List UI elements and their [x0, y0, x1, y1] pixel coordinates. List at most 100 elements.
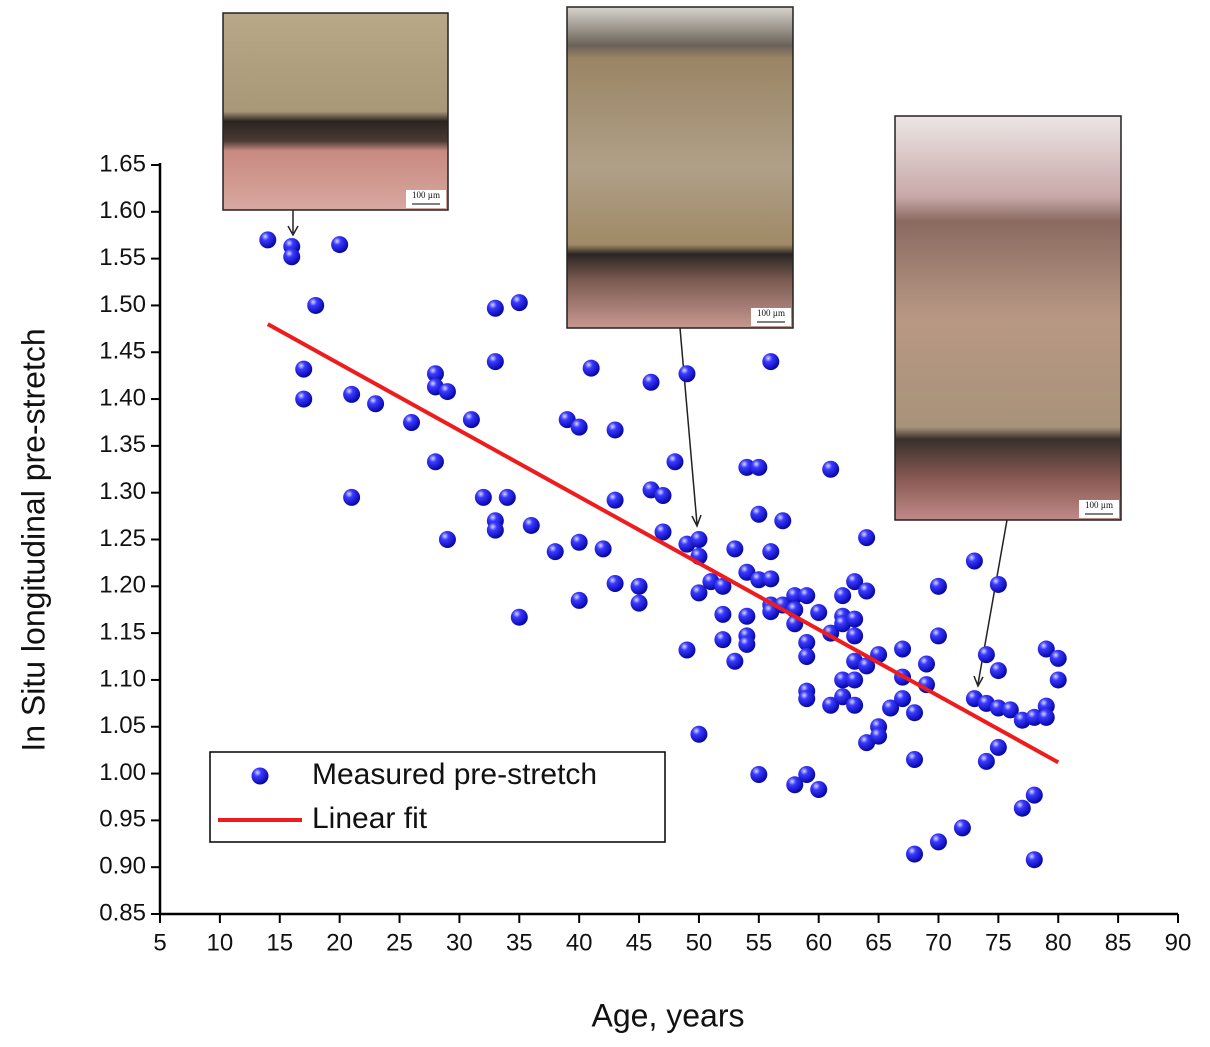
- data-point: [438, 531, 456, 548]
- data-point: [762, 570, 780, 588]
- data-point: [474, 488, 492, 506]
- y-tick-label: 1.25: [99, 525, 146, 552]
- data-point: [690, 725, 708, 743]
- data-point: [762, 543, 780, 561]
- scale-label: 100 µm: [1085, 500, 1113, 510]
- data-point: [714, 577, 732, 595]
- data-point: [834, 587, 852, 605]
- data-point: [846, 627, 864, 645]
- data-point: [810, 780, 828, 798]
- data-point: [738, 635, 756, 653]
- data-point: [750, 505, 768, 523]
- data-point: [953, 819, 971, 837]
- y-tick-label: 1.45: [99, 338, 146, 365]
- data-point: [762, 353, 780, 371]
- data-point: [426, 453, 444, 471]
- data-point: [486, 521, 504, 539]
- arrow: [679, 327, 698, 525]
- data-point: [606, 575, 624, 593]
- y-tick-label: 1.55: [99, 244, 146, 271]
- y-tick-label: 1.05: [99, 712, 146, 739]
- x-tick-label: 55: [745, 929, 772, 956]
- x-tick-label: 85: [1105, 929, 1132, 956]
- data-point: [654, 486, 672, 504]
- data-point: [965, 552, 983, 570]
- data-point: [570, 591, 588, 609]
- data-point: [606, 491, 624, 509]
- data-point: [630, 577, 648, 595]
- data-point: [798, 765, 816, 783]
- data-point: [894, 690, 912, 708]
- data-point: [606, 421, 624, 439]
- data-point: [822, 460, 840, 478]
- data-point: [1049, 649, 1067, 667]
- data-point: [1025, 851, 1043, 869]
- data-point: [1025, 786, 1043, 804]
- histology-image: [894, 115, 1122, 521]
- data-point: [858, 582, 876, 600]
- data-point: [906, 845, 924, 863]
- histology-image: [566, 6, 794, 329]
- data-point: [726, 652, 744, 670]
- data-point: [570, 418, 588, 436]
- data-point: [798, 648, 816, 666]
- y-tick-label: 1.10: [99, 665, 146, 692]
- data-point: [426, 365, 444, 383]
- data-point: [654, 523, 672, 541]
- data-point: [546, 543, 564, 561]
- data-point: [486, 353, 504, 371]
- x-tick-label: 60: [805, 929, 832, 956]
- x-tick-label: 75: [985, 929, 1012, 956]
- data-point: [510, 294, 528, 312]
- data-point: [522, 516, 540, 534]
- legend-swatch: [251, 767, 269, 785]
- data-point: [582, 359, 600, 377]
- data-point: [882, 699, 900, 717]
- y-tick-label: 1.35: [99, 431, 146, 458]
- data-point: [738, 607, 756, 625]
- data-point: [798, 587, 816, 605]
- data-point: [846, 671, 864, 689]
- x-tick-label: 90: [1165, 929, 1192, 956]
- x-tick-label: 40: [566, 929, 593, 956]
- y-tick-label: 1.00: [99, 759, 146, 786]
- y-tick-label: 0.90: [99, 853, 146, 880]
- x-tick-label: 20: [326, 929, 353, 956]
- data-point: [989, 575, 1007, 593]
- data-point: [846, 610, 864, 628]
- data-point: [858, 529, 876, 547]
- data-point: [678, 365, 696, 383]
- data-point: [343, 488, 361, 506]
- data-point: [906, 704, 924, 722]
- data-point: [1037, 640, 1055, 658]
- data-point: [1001, 701, 1019, 719]
- x-tick-label: 25: [386, 929, 413, 956]
- data-point: [283, 248, 301, 266]
- scale-label: 100 µm: [757, 308, 785, 318]
- data-point: [786, 776, 804, 794]
- data-point: [642, 373, 660, 391]
- x-tick-label: 35: [506, 929, 533, 956]
- data-point: [834, 671, 852, 689]
- x-tick-label: 70: [925, 929, 952, 956]
- data-point: [295, 360, 313, 378]
- data-point: [295, 390, 313, 408]
- y-tick-label: 0.95: [99, 806, 146, 833]
- x-tick-label: 50: [686, 929, 713, 956]
- data-point: [846, 573, 864, 591]
- y-axis-title: In Situ longitudinal pre-stretch: [15, 328, 51, 751]
- data-point: [259, 231, 277, 249]
- y-tick-label: 1.60: [99, 197, 146, 224]
- data-point: [570, 533, 588, 551]
- legend-label: Linear fit: [312, 802, 428, 835]
- data-point: [906, 751, 924, 769]
- y-tick-label: 1.65: [99, 150, 146, 177]
- data-point: [750, 765, 768, 783]
- data-point: [929, 627, 947, 645]
- legend-label: Measured pre-stretch: [312, 758, 597, 791]
- data-point: [846, 696, 864, 714]
- data-point: [989, 662, 1007, 680]
- data-point: [1025, 708, 1043, 726]
- scale-label: 100 µm: [412, 190, 440, 200]
